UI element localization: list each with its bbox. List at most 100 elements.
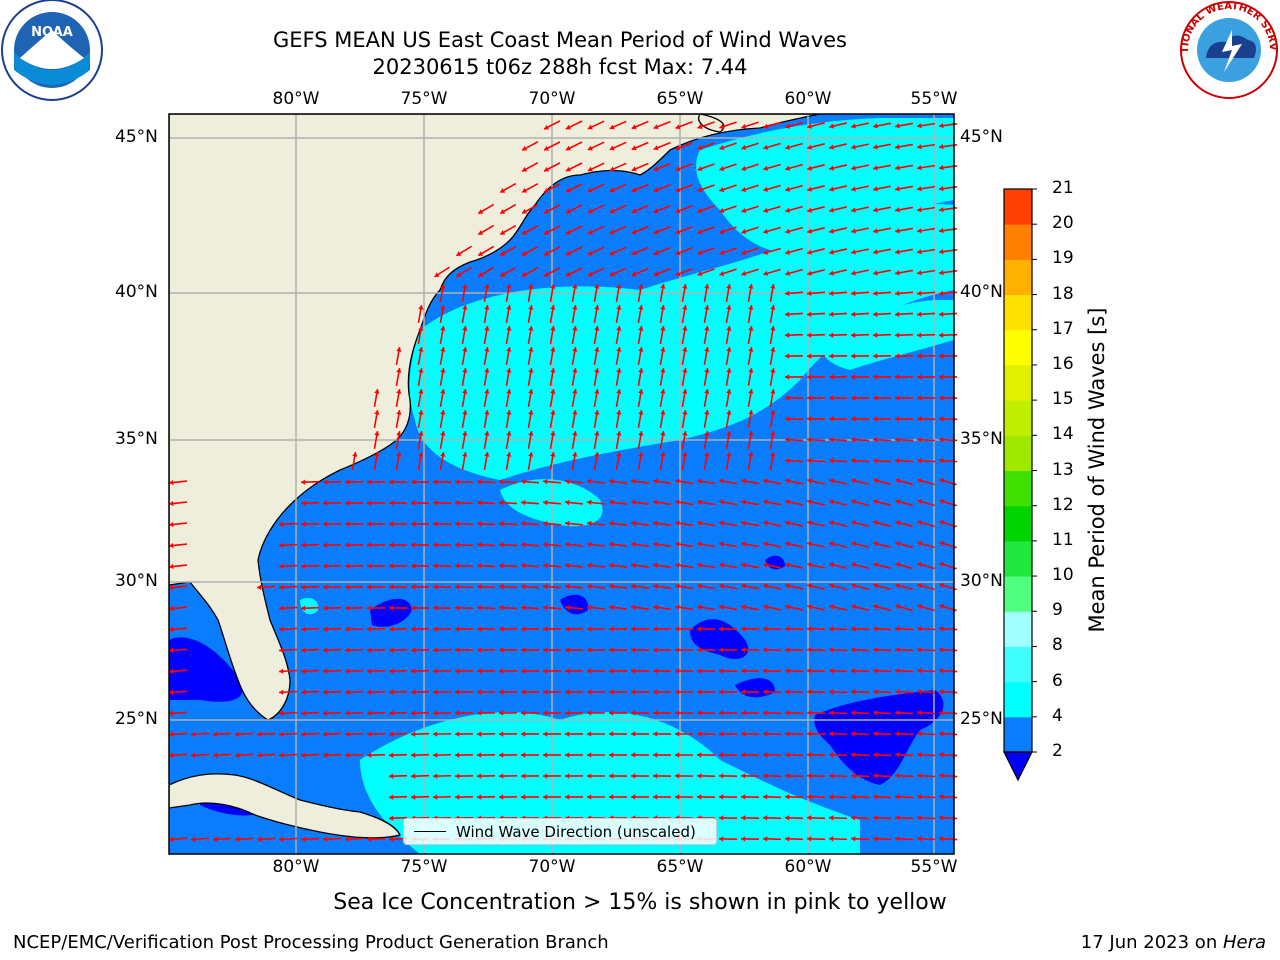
direction-arrow [432, 479, 452, 485]
direction-arrow [653, 204, 671, 214]
direction-arrow [168, 563, 188, 570]
direction-arrow [916, 731, 936, 737]
wind-wave-direction-arrows [168, 120, 958, 843]
direction-arrow [719, 226, 737, 235]
direction-arrow [703, 388, 710, 408]
direction-arrow [366, 521, 386, 527]
direction-arrow [388, 668, 408, 674]
colorbar-tick-label: 4 [1052, 705, 1063, 726]
direction-arrow [894, 227, 914, 234]
direction-arrow [190, 836, 210, 843]
direction-arrow [872, 731, 892, 737]
direction-arrow [851, 227, 869, 234]
direction-arrow [916, 836, 936, 842]
direction-arrow [872, 647, 892, 653]
direction-arrow [410, 479, 430, 485]
direction-arrow [719, 163, 737, 172]
direction-arrow [807, 583, 825, 590]
colorbar-segment [1004, 189, 1032, 225]
direction-arrow [806, 437, 826, 443]
direction-arrow [741, 226, 759, 234]
direction-arrow [719, 268, 737, 277]
direction-arrow [873, 478, 891, 486]
direction-arrow [571, 304, 578, 324]
direction-arrow [785, 205, 803, 213]
noaa-logo: NOAA [1, 0, 103, 101]
direction-arrow [344, 500, 364, 506]
direction-arrow [806, 731, 826, 737]
direction-arrow [784, 836, 804, 842]
direction-arrow [366, 647, 386, 653]
direction-arrow [873, 604, 891, 612]
direction-arrow [697, 121, 715, 130]
direction-arrow [850, 416, 870, 422]
direction-arrow [630, 794, 650, 800]
direction-arrow [894, 416, 914, 422]
direction-arrow [652, 668, 672, 674]
direction-arrow [916, 374, 936, 380]
direction-arrow [747, 367, 754, 387]
direction-arrow [542, 731, 562, 737]
direction-arrow [615, 283, 622, 303]
direction-arrow [769, 409, 776, 429]
direction-arrow [168, 605, 188, 612]
direction-arrow [432, 542, 452, 548]
direction-arrow [894, 457, 914, 464]
direction-arrow [719, 520, 737, 527]
direction-arrow [696, 773, 716, 779]
direction-arrow [850, 353, 870, 359]
direction-arrow [653, 141, 671, 151]
direction-arrow [521, 246, 539, 256]
direction-arrow [527, 367, 534, 387]
direction-arrow [916, 710, 936, 716]
direction-arrow [916, 815, 936, 821]
direction-arrow [718, 647, 738, 653]
direction-arrow [851, 248, 869, 255]
direction-arrow [806, 457, 826, 464]
direction-arrow [395, 430, 402, 450]
direction-arrow [388, 773, 408, 779]
direction-arrow [373, 451, 380, 471]
lat-tick-label: 35°N [960, 429, 1003, 449]
direction-arrow [549, 283, 556, 303]
direction-arrow [256, 836, 276, 842]
direction-arrow [747, 283, 754, 303]
direction-arrow [851, 583, 869, 590]
direction-arrow [477, 266, 495, 278]
direction-arrow [872, 457, 892, 464]
direction-arrow [894, 647, 914, 653]
direction-arrow [587, 141, 605, 151]
direction-arrow [587, 120, 605, 130]
direction-arrow [916, 206, 936, 213]
direction-arrow [527, 283, 534, 303]
direction-arrow [637, 388, 644, 408]
direction-arrow [498, 668, 518, 674]
direction-arrow [696, 689, 716, 695]
direction-arrow [278, 563, 298, 569]
direction-arrow [432, 605, 452, 611]
direction-arrow [675, 163, 693, 172]
footer-host: Hera [1222, 932, 1266, 953]
direction-arrow [593, 325, 600, 345]
direction-arrow [615, 430, 622, 450]
direction-arrow [615, 451, 622, 471]
direction-arrow [417, 325, 424, 345]
direction-arrow [322, 584, 342, 590]
direction-arrow [454, 689, 474, 695]
direction-arrow [659, 451, 666, 471]
direction-arrow [696, 731, 716, 737]
direction-arrow [476, 710, 496, 716]
direction-arrow [542, 773, 562, 779]
direction-arrow [681, 388, 688, 408]
direction-arrow [895, 520, 913, 528]
direction-arrow [615, 409, 622, 429]
direction-arrow [543, 246, 561, 256]
direction-arrow [872, 374, 892, 380]
direction-arrow [571, 430, 578, 450]
direction-arrow [762, 668, 782, 674]
direction-arrow [630, 773, 650, 779]
direction-arrow [828, 311, 848, 317]
direction-arrow [769, 304, 776, 324]
direction-arrow [916, 752, 936, 758]
direction-arrow [565, 204, 583, 214]
